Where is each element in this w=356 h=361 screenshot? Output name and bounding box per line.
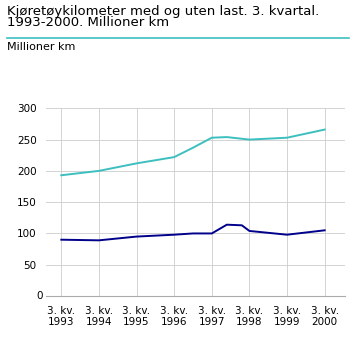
Uten last (135, 234, 139, 239)
Line: Uten last: Uten last (61, 225, 325, 240)
Uten last (172, 232, 176, 237)
Med last (59, 173, 63, 177)
Uten last (97, 238, 101, 243)
Med last (191, 145, 195, 150)
Med last (225, 135, 229, 139)
Uten last (210, 231, 214, 236)
Uten last (225, 222, 229, 227)
Uten last (323, 228, 327, 232)
Text: 1993-2000. Millioner km: 1993-2000. Millioner km (7, 16, 169, 29)
Med last (323, 127, 327, 132)
Uten last (247, 229, 252, 233)
Line: Med last: Med last (61, 130, 325, 175)
Med last (210, 135, 214, 140)
Uten last (59, 238, 63, 242)
Uten last (285, 232, 289, 237)
Med last (172, 155, 176, 159)
Med last (247, 138, 252, 142)
Text: Millioner km: Millioner km (7, 42, 75, 52)
Text: 0: 0 (37, 291, 43, 301)
Text: Kjøretøykilometer med og uten last. 3. kvartal.: Kjøretøykilometer med og uten last. 3. k… (7, 5, 319, 18)
Uten last (191, 231, 195, 236)
Med last (285, 135, 289, 140)
Med last (97, 169, 101, 173)
Uten last (240, 223, 244, 227)
Med last (135, 161, 139, 166)
